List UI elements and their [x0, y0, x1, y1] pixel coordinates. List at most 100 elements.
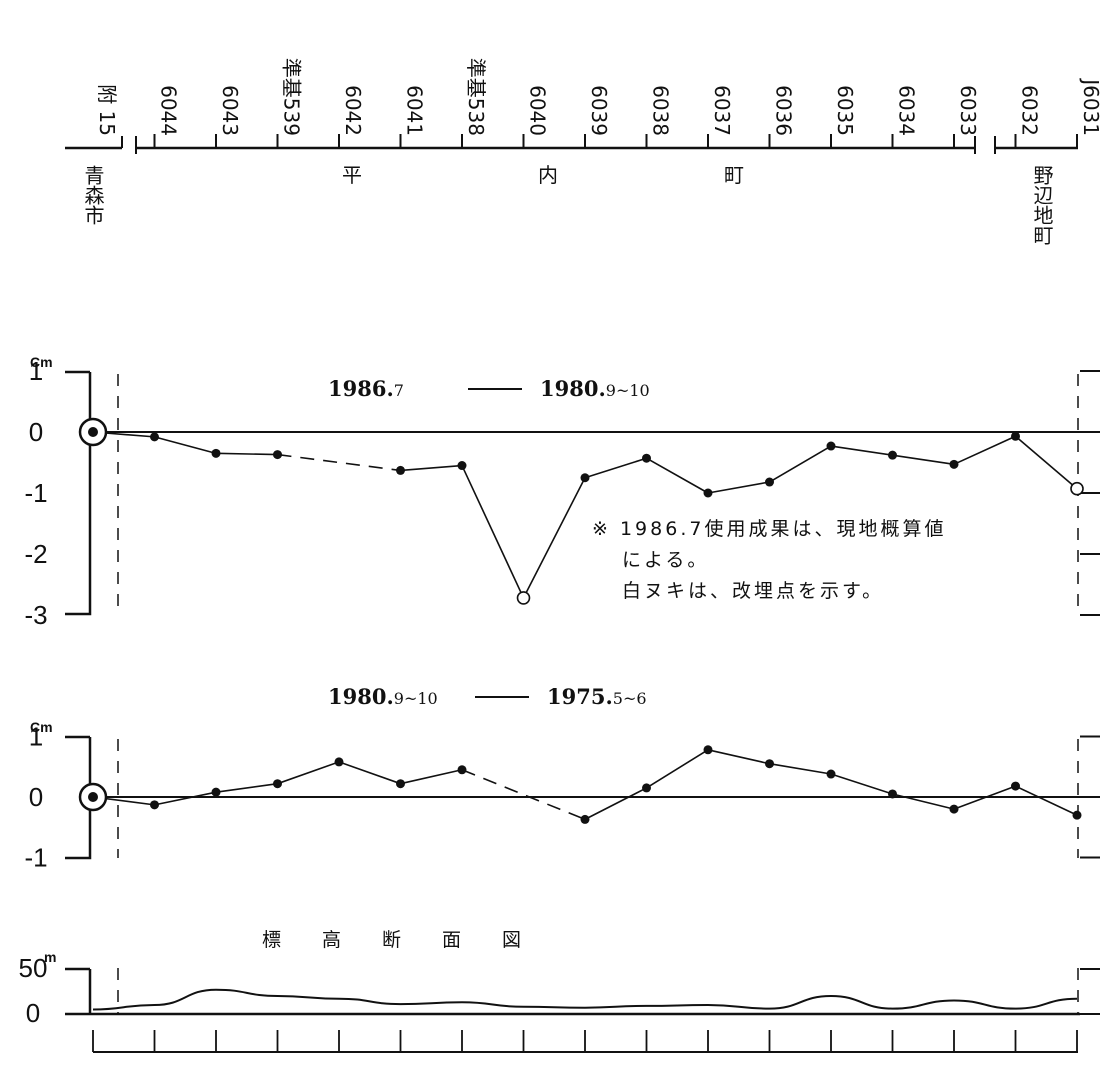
y-tick-label-1: 0 — [29, 782, 43, 812]
series-segment-12 — [830, 773, 893, 795]
series-segment-7 — [522, 477, 586, 599]
series-segment-15 — [1015, 785, 1078, 816]
border-bracket-left — [121, 136, 137, 154]
bm-label-9: 6038 — [649, 85, 673, 136]
series-segment-11 — [769, 762, 832, 775]
bm-label-6: 準基538 — [464, 58, 488, 136]
series-segment-1 — [154, 436, 217, 455]
profile-line — [92, 988, 1078, 1011]
series-segment-5 — [400, 768, 463, 785]
legend: 1986.7 — [328, 376, 404, 401]
series-segment-13 — [892, 793, 955, 810]
data-point-13 — [888, 450, 897, 460]
reference-point-center — [88, 792, 98, 802]
series-segment-9 — [646, 457, 709, 494]
data-point-6 — [457, 765, 467, 775]
note-line-1: ※ 1986.7使用成果は、現地概算値 — [592, 518, 946, 540]
data-point-12 — [826, 441, 836, 451]
data-point-9 — [642, 453, 651, 463]
bm-label-5: 6041 — [403, 85, 427, 136]
series-segment-14 — [953, 435, 1016, 466]
data-point-14 — [949, 459, 959, 469]
muni-noheji: 野辺地町 — [1030, 165, 1054, 245]
series-segment-2 — [215, 782, 278, 793]
legend-older: 1975.5~6 — [547, 684, 647, 709]
bm-label-4: 6042 — [341, 85, 365, 136]
profile-y-label-1: 0 — [26, 998, 40, 1028]
profile-unit: m — [44, 949, 56, 965]
bm-label-2: 6043 — [218, 85, 242, 136]
open-point-7 — [516, 591, 531, 605]
data-point-3 — [273, 450, 282, 460]
reference-point-center — [88, 427, 98, 437]
muni-hiranai-1: 平 — [342, 163, 362, 187]
y-tick-label-1: 0 — [29, 417, 43, 447]
data-point-8 — [580, 814, 590, 824]
data-point-4 — [334, 757, 344, 767]
data-point-2 — [211, 787, 221, 797]
bm-label-10: 6037 — [710, 85, 734, 136]
bm-label-15: 6032 — [1018, 85, 1042, 136]
note-block: ※ 1986.7使用成果は、現地概算値 による。 白ヌキは、改埋点を示す。 — [592, 518, 946, 602]
data-point-14 — [949, 804, 959, 814]
y-tick-label-0: 1 — [29, 722, 43, 752]
bm-label-0: 附 15 — [95, 84, 119, 136]
y-axis — [65, 370, 92, 616]
data-point-10 — [703, 488, 713, 498]
data-point-15 — [1011, 431, 1020, 441]
data-point-10 — [703, 745, 713, 755]
data-point-1 — [150, 800, 159, 810]
data-point-15 — [1011, 781, 1020, 791]
series-segment-9 — [646, 749, 709, 789]
border-bracket-right — [974, 136, 996, 154]
profile-y-axis — [65, 967, 92, 1014]
y-tick-label-4: -3 — [24, 600, 47, 630]
note-line-3: 白ヌキは、改埋点を示す。 — [622, 580, 884, 602]
y-tick-label-3: -2 — [24, 539, 47, 569]
y-axis — [65, 735, 92, 860]
data-point-8 — [580, 473, 590, 483]
bm-label-14: 6033 — [956, 85, 980, 136]
series-segment-2 — [215, 452, 278, 456]
data-point-11 — [765, 477, 774, 487]
legend-older: 1980.9~10 — [540, 376, 650, 401]
y-unit: Cm — [30, 354, 53, 370]
note-line-2: による。 — [622, 549, 709, 571]
series-segment-12 — [830, 445, 893, 456]
series-segment-8 — [584, 457, 647, 479]
series-segment-14 — [953, 785, 1016, 810]
route-gap-1 — [122, 144, 136, 152]
profile-y-label-0: 50 — [19, 953, 48, 983]
data-point-11 — [765, 759, 774, 769]
series-segment-5 — [400, 464, 463, 472]
bm-label-12: 6035 — [833, 85, 857, 136]
series-segment-1 — [154, 791, 217, 806]
route-gap-2 — [975, 144, 995, 152]
bm-label-1: 6044 — [157, 85, 181, 136]
muni-aomori: 青森市 — [81, 165, 105, 225]
chart-1986-vs-1980: 1 0 -1 -2 -3 Cm 1986.7 1980.9~10 — [24, 354, 1100, 630]
bm-label-3: 準基539 — [280, 58, 304, 136]
series-segment-4 — [338, 761, 401, 785]
data-point-9 — [642, 783, 651, 793]
y-tick-label-0: 1 — [29, 356, 43, 386]
bm-label-13: 6034 — [895, 85, 919, 136]
elevation-profile: 50 0 m 標高断面図 — [19, 929, 1100, 1053]
data-point-2 — [211, 448, 221, 458]
series-segment-13 — [892, 454, 955, 466]
open-point-16 — [1070, 481, 1084, 496]
y-unit: Cm — [30, 719, 53, 735]
series-segment-10 — [707, 749, 770, 765]
data-point-5 — [396, 779, 405, 789]
bm-label-8: 6039 — [587, 85, 611, 136]
series-segment-15 — [1014, 435, 1078, 490]
series-segment-8 — [584, 787, 647, 821]
y-tick-label-2: -1 — [24, 843, 47, 873]
data-point-16 — [1072, 810, 1082, 820]
profile-title: 標高断面図 — [262, 929, 521, 951]
muni-hiranai-2: 内 — [538, 163, 558, 187]
series-segment-10 — [707, 481, 770, 494]
bm-label-7: 6040 — [526, 85, 550, 136]
data-point-5 — [396, 465, 405, 475]
